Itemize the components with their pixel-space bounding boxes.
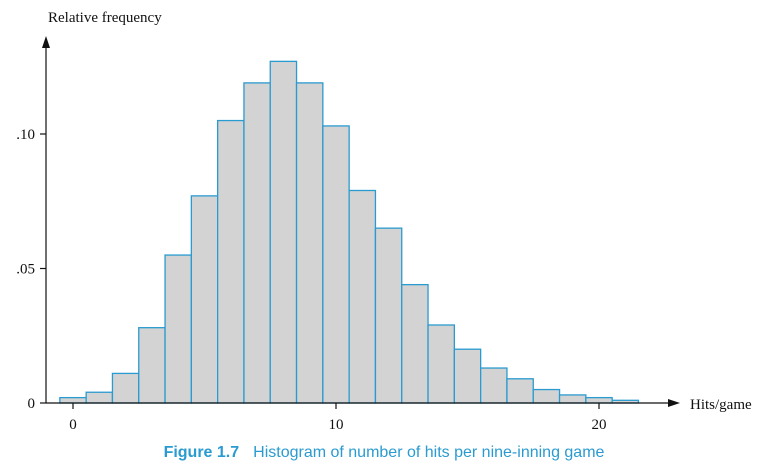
axes-group [42, 36, 680, 407]
histogram-bar-12 [374, 227, 403, 404]
y-axis-arrowhead [42, 36, 50, 48]
figure-caption-text: Histogram of number of hits per nine-inn… [253, 444, 605, 461]
histogram-bar-2 [111, 372, 140, 404]
y-tick-label-2: .10 [16, 127, 35, 143]
histogram-bar-7 [243, 82, 271, 404]
histogram-bar-5 [190, 195, 219, 404]
y-axis-label: Relative frequency [48, 10, 162, 26]
histogram-bar-6 [216, 119, 245, 404]
histogram-bar-8 [269, 60, 298, 404]
histogram-bar-18 [532, 388, 561, 404]
x-tick-label-10: 10 [329, 417, 344, 433]
histogram-bar-10 [322, 125, 350, 404]
x-axis-label: Hits/game [690, 397, 752, 413]
bars-group [59, 60, 640, 404]
x-tick-label-20: 20 [592, 417, 607, 433]
y-tick-label-1: .05 [16, 262, 35, 278]
histogram-bar-17 [506, 378, 534, 404]
histogram-bar-14 [427, 324, 455, 404]
histogram-bar-20 [585, 396, 613, 404]
y-tick-label-0: 0 [28, 396, 36, 412]
histogram-bar-9 [295, 82, 324, 404]
x-axis-arrowhead [668, 399, 680, 407]
histogram-bar-19 [558, 394, 587, 404]
histogram-bar-3 [138, 327, 166, 404]
histogram-bar-16 [479, 367, 508, 404]
histogram-bar-4 [164, 254, 193, 404]
histogram-bar-15 [453, 348, 482, 404]
ticks-group: 0 10 20 0 .05 .10 [16, 127, 606, 433]
histogram-bar-13 [401, 283, 429, 404]
figure-caption: Figure 1.7 Histogram of number of hits pe… [0, 444, 768, 462]
figure-number: Figure 1.7 [163, 444, 240, 461]
histogram-bar-0 [59, 396, 87, 404]
x-tick-label-0: 0 [69, 417, 77, 433]
histogram-bar-11 [348, 189, 377, 404]
histogram-bar-1 [85, 391, 114, 404]
